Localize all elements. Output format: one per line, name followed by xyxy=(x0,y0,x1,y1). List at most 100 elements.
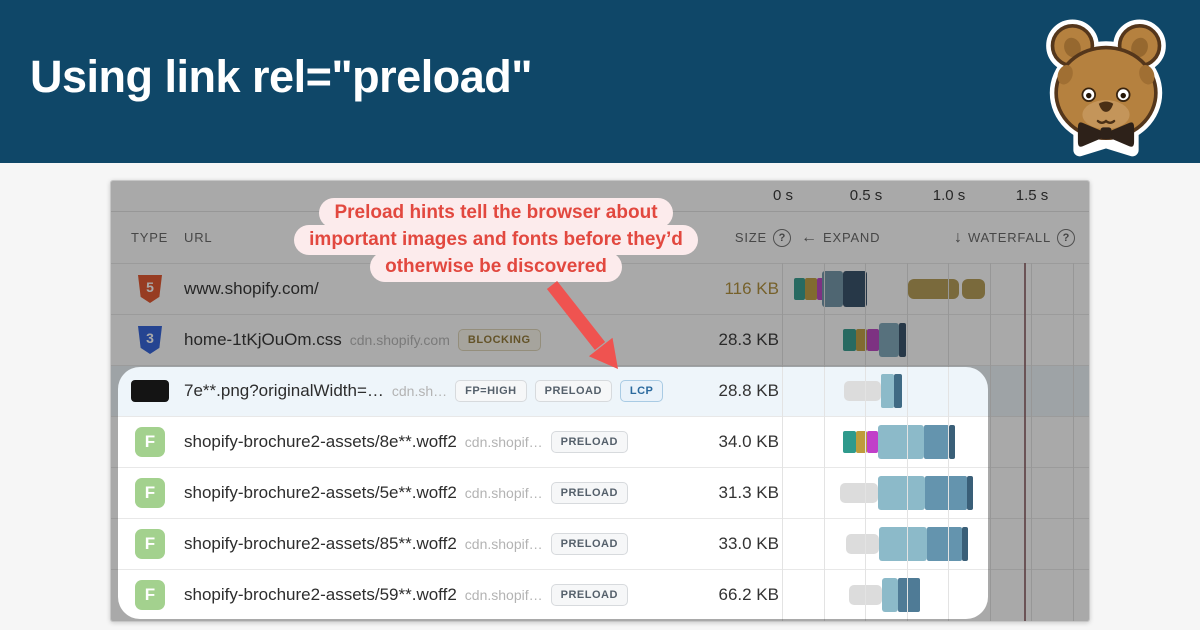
waterfall-track xyxy=(111,366,1089,416)
waterfall-bar[interactable] xyxy=(822,271,843,307)
size-cell: 28.3 KB xyxy=(718,330,780,349)
font-icon: F xyxy=(135,478,165,508)
font-icon: F xyxy=(135,580,165,610)
waterfall-bar[interactable] xyxy=(881,374,894,408)
page-title: Using link rel="preload" xyxy=(30,51,533,102)
font-icon: F xyxy=(135,529,165,559)
type-icon-cell: 3 xyxy=(127,315,173,365)
request-url: shopify-brochure2-assets/8e**.woff2 xyxy=(184,432,457,451)
request-url: home-1tKjOuOm.css xyxy=(184,330,342,349)
callout-line: important images and fonts before they’d xyxy=(294,225,698,255)
request-rows: 5 www.shopify.com/ 116 KB 3 home-1tKjOuO… xyxy=(111,263,1089,620)
request-url: 7e**.png?originalWidth=… xyxy=(184,381,384,400)
expand-button[interactable]: ← EXPAND xyxy=(801,228,881,246)
badge-group: FP=HIGH PRELOAD LCP xyxy=(455,380,664,402)
waterfall-bar[interactable] xyxy=(925,476,967,510)
waterfall-bar[interactable] xyxy=(927,527,962,561)
badge-group: PRELOAD xyxy=(550,533,628,555)
image-icon xyxy=(131,380,169,402)
waterfall-bar[interactable] xyxy=(844,381,881,401)
waterfall-bar[interactable] xyxy=(879,323,899,357)
request-url: shopify-brochure2-assets/85**.woff2 xyxy=(184,534,457,553)
waterfall-bar[interactable] xyxy=(856,431,867,453)
type-icon-cell: F xyxy=(127,468,173,518)
waterfall-bar[interactable] xyxy=(879,527,927,561)
waterfall-track xyxy=(111,570,1089,620)
waterfall-bar[interactable] xyxy=(794,278,805,300)
waterfall-bar[interactable] xyxy=(805,278,817,300)
url-cell: home-1tKjOuOm.css cdn.shopify.com BLOCKI… xyxy=(184,315,684,365)
badge-preload: PRELOAD xyxy=(550,584,628,606)
badge-preload: PRELOAD xyxy=(550,482,628,504)
bear-icon xyxy=(1046,19,1166,157)
waterfall-bar[interactable] xyxy=(867,329,879,351)
waterfall-bar[interactable] xyxy=(878,425,924,459)
size-cell: 33.0 KB xyxy=(718,534,780,553)
table-row[interactable]: F shopify-brochure2-assets/5e**.woff2 cd… xyxy=(111,467,1089,518)
waterfall-bar[interactable] xyxy=(894,374,902,408)
url-cell: shopify-brochure2-assets/59**.woff2 cdn.… xyxy=(184,570,684,620)
column-type: TYPE xyxy=(131,230,169,245)
type-icon-cell: F xyxy=(127,570,173,620)
font-icon: F xyxy=(135,427,165,457)
waterfall-bar[interactable] xyxy=(856,329,867,351)
waterfall-bar[interactable] xyxy=(878,476,925,510)
waterfall-bar[interactable] xyxy=(843,271,867,307)
column-waterfall-sort[interactable]: ↓ WATERFALL ? xyxy=(954,212,1075,263)
debugbear-logo xyxy=(1038,7,1174,157)
waterfall-track xyxy=(111,417,1089,467)
column-url: URL xyxy=(184,230,213,245)
waterfall-bar[interactable] xyxy=(899,323,906,357)
waterfall-bar[interactable] xyxy=(967,476,973,510)
badge-blocking: BLOCKING xyxy=(457,329,541,351)
table-header: TYPE URL SIZE ? ← EXPAND ↓ WATERFALL ? xyxy=(111,212,1089,263)
timeline-tick: 1.5 s xyxy=(1015,187,1049,204)
url-cell: shopify-brochure2-assets/85**.woff2 cdn.… xyxy=(184,519,684,569)
url-cell: shopify-brochure2-assets/5e**.woff2 cdn.… xyxy=(184,468,684,518)
waterfall-bar[interactable] xyxy=(846,534,879,554)
waterfall-bar[interactable] xyxy=(882,578,898,612)
type-icon-cell: 5 xyxy=(127,264,173,314)
waterfall-bar[interactable] xyxy=(843,431,856,453)
help-icon[interactable]: ? xyxy=(773,228,791,247)
waterfall-bar[interactable] xyxy=(840,483,878,503)
callout-line: otherwise be discovered xyxy=(370,252,622,282)
request-url: www.shopify.com/ xyxy=(184,279,319,298)
request-domain: cdn.shopif… xyxy=(464,434,543,450)
help-icon[interactable]: ? xyxy=(1057,228,1075,247)
left-arrow-icon: ← xyxy=(801,228,817,246)
waterfall-bar[interactable] xyxy=(898,578,920,612)
badge-group: PRELOAD xyxy=(550,482,628,504)
waterfall-bar[interactable] xyxy=(849,585,882,605)
badge-preload: PRELOAD xyxy=(534,380,612,402)
size-cell: 34.0 KB xyxy=(718,432,780,451)
waterfall-bar[interactable] xyxy=(924,425,949,459)
size-cell: 31.3 KB xyxy=(718,483,780,502)
waterfall-track xyxy=(111,264,1089,314)
timeline-tick: 1.0 s xyxy=(932,187,966,204)
waterfall-bar[interactable] xyxy=(949,425,955,459)
waterfall-bar[interactable] xyxy=(908,279,959,299)
annotation-arrow-icon xyxy=(546,280,618,369)
table-row[interactable]: 7e**.png?originalWidth=… cdn.sh… FP=HIGH… xyxy=(111,365,1089,416)
size-cell: 66.2 KB xyxy=(718,585,780,604)
badge-preload: PRELOAD xyxy=(550,533,628,555)
waterfall-bar[interactable] xyxy=(867,431,878,453)
request-url: shopify-brochure2-assets/59**.woff2 xyxy=(184,585,457,604)
badge-fp-high: FP=HIGH xyxy=(455,380,527,402)
badge-group: PRELOAD xyxy=(550,431,628,453)
url-cell: shopify-brochure2-assets/8e**.woff2 cdn.… xyxy=(184,417,684,467)
annotation-callout: Preload hints tell the browser about imp… xyxy=(286,198,706,282)
waterfall-track xyxy=(111,468,1089,518)
waterfall-bar[interactable] xyxy=(843,329,856,351)
badge-group: PRELOAD xyxy=(550,584,628,606)
table-row[interactable]: F shopify-brochure2-assets/59**.woff2 cd… xyxy=(111,569,1089,620)
timeline-tick: 0.5 s xyxy=(849,187,883,204)
size-cell: 28.8 KB xyxy=(718,381,780,400)
table-row[interactable]: F shopify-brochure2-assets/8e**.woff2 cd… xyxy=(111,416,1089,467)
waterfall-bar[interactable] xyxy=(962,527,968,561)
waterfall-bar[interactable] xyxy=(962,279,985,299)
request-domain: cdn.sh… xyxy=(391,383,448,399)
table-row[interactable]: F shopify-brochure2-assets/85**.woff2 cd… xyxy=(111,518,1089,569)
